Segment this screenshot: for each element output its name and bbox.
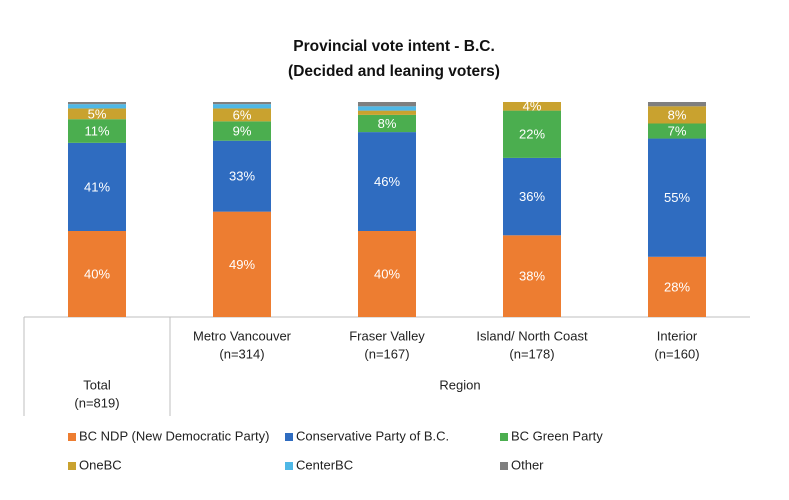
x-tick-label: (n=160) xyxy=(654,346,699,361)
legend-label: OneBC xyxy=(79,457,122,472)
legend-swatch xyxy=(285,462,293,470)
bar-segment xyxy=(358,132,416,231)
bar-segment xyxy=(648,138,706,257)
bar-segment xyxy=(213,108,271,122)
bar-segment xyxy=(503,110,561,158)
data-label: 6% xyxy=(233,107,252,122)
data-label: 9% xyxy=(233,123,252,138)
data-label: 33% xyxy=(229,169,255,184)
data-label: 49% xyxy=(229,257,255,272)
legend-label: BC Green Party xyxy=(511,428,603,443)
legend-label: BC NDP (New Democratic Party) xyxy=(79,428,269,443)
data-label: 40% xyxy=(374,266,400,281)
data-label: 46% xyxy=(374,174,400,189)
data-label: 8% xyxy=(378,116,397,131)
data-label: 55% xyxy=(664,190,690,205)
data-label: 40% xyxy=(84,266,110,281)
bar-segment xyxy=(358,106,416,111)
legend-swatch xyxy=(500,433,508,441)
bar-segment xyxy=(648,102,706,107)
data-label: 28% xyxy=(664,279,690,294)
data-label: 5% xyxy=(88,106,107,121)
x-tick-label: Island/ North Coast xyxy=(476,328,588,343)
bar-segment xyxy=(503,235,561,317)
bar-segment xyxy=(68,119,126,143)
bar-segment xyxy=(68,108,126,120)
bar-segment xyxy=(503,157,561,236)
bar-segment xyxy=(358,231,416,317)
legend-swatch xyxy=(500,462,508,470)
data-label: 7% xyxy=(668,123,687,138)
legend-label: Other xyxy=(511,457,544,472)
data-label: 4% xyxy=(523,99,542,114)
x-tick-label: Interior xyxy=(657,328,698,343)
x-tick-label: (n=178) xyxy=(509,346,554,361)
x-tick-label: Fraser Valley xyxy=(349,328,425,343)
chart-subtitle: (Decided and leaning voters) xyxy=(288,63,500,80)
chart-title: Provincial vote intent - B.C. xyxy=(293,38,495,55)
bar-segment xyxy=(648,106,706,124)
data-label: 8% xyxy=(668,107,687,122)
x-tick-label: Metro Vancouver xyxy=(193,328,292,343)
bar-segment xyxy=(358,110,416,115)
bar-segment xyxy=(648,256,706,317)
bar-segment xyxy=(648,123,706,139)
group-label: Region xyxy=(439,377,480,392)
data-label: 36% xyxy=(519,189,545,204)
data-label: 38% xyxy=(519,269,545,284)
bar-segment xyxy=(68,104,126,109)
x-tick-label: (n=167) xyxy=(364,346,409,361)
bar-segment xyxy=(213,121,271,141)
x-tick-label: (n=314) xyxy=(219,346,264,361)
x-tick-label: (n=819) xyxy=(74,395,119,410)
bar-segment xyxy=(213,102,271,105)
bar-segment xyxy=(213,140,271,212)
bar-segment xyxy=(68,142,126,231)
data-label: 22% xyxy=(519,127,545,142)
data-label: 11% xyxy=(84,123,109,138)
bar-segment xyxy=(68,102,126,105)
data-label: 41% xyxy=(84,179,110,194)
legend-swatch xyxy=(285,433,293,441)
legend-label: CenterBC xyxy=(296,457,353,472)
legend-swatch xyxy=(68,462,76,470)
legend-swatch xyxy=(68,433,76,441)
bar-segment xyxy=(358,114,416,133)
legend-label: Conservative Party of B.C. xyxy=(296,428,449,443)
bar-segment xyxy=(68,231,126,317)
bar-segment xyxy=(213,104,271,109)
bar-segment xyxy=(358,102,416,107)
bar-segment xyxy=(503,102,561,111)
x-tick-label: Total xyxy=(83,377,111,392)
bar-segment xyxy=(213,211,271,317)
